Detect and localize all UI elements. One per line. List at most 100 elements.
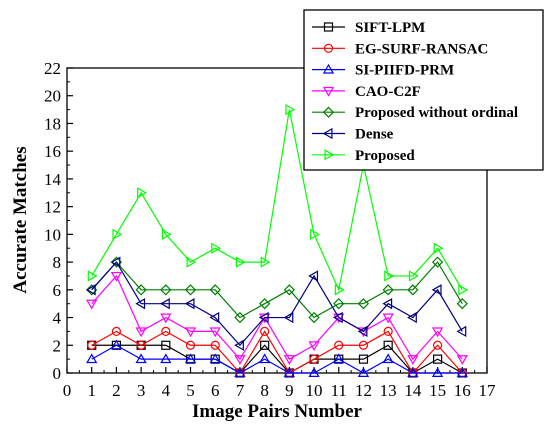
series-line [91, 344, 463, 374]
data-point [258, 311, 269, 324]
data-point [383, 340, 393, 350]
data-point [135, 284, 147, 296]
data-point [431, 327, 444, 338]
x-tick-label: 1 [87, 381, 96, 400]
data-point [160, 353, 172, 364]
data-point [209, 327, 221, 338]
series-line [91, 109, 463, 292]
y-tick-label: 10 [44, 225, 61, 244]
data-point [458, 284, 469, 296]
y-tick-label: 22 [44, 59, 61, 78]
series-3 [86, 271, 468, 365]
data-point [87, 340, 97, 350]
data-point [135, 298, 146, 310]
legend-marker [322, 106, 335, 118]
y-tick-label: 2 [53, 336, 62, 355]
data-point [383, 326, 393, 337]
data-point [283, 367, 295, 377]
x-tick-label: 17 [479, 381, 497, 400]
data-point [357, 367, 370, 377]
legend: SIFT-LPM EG-SURF-RANSAC SI-PIIFD-PRM CAO-C2… [303, 9, 544, 171]
series-5 [85, 256, 467, 351]
data-point [135, 327, 147, 338]
x-tick-label: 2 [112, 381, 121, 400]
legend-label: Dense [355, 127, 394, 143]
data-point [161, 340, 171, 350]
series-line [91, 261, 463, 347]
x-tick-label: 11 [331, 381, 347, 400]
y-tick-label: 4 [53, 309, 62, 328]
x-axis-title: Image Pairs Number [192, 401, 362, 422]
legend-label: Proposed without ordinal [355, 105, 518, 121]
data-point [432, 340, 443, 350]
data-point [161, 326, 171, 337]
data-point [358, 354, 369, 364]
data-point [184, 298, 195, 310]
data-point [285, 103, 296, 116]
data-point [160, 284, 172, 296]
x-tick-label: 6 [211, 381, 220, 400]
data-point [456, 355, 468, 365]
data-point [209, 311, 220, 324]
data-point [333, 313, 345, 324]
data-point [111, 326, 122, 337]
x-tick-label: 12 [355, 381, 372, 400]
data-point [234, 339, 244, 351]
data-point [408, 270, 419, 282]
x-tick-label: 13 [380, 381, 397, 400]
y-axis-ticks: 0 2 4 6 8 10 12 14 16 18 20 22 [44, 59, 73, 383]
data-point [283, 311, 294, 324]
legend-box [303, 9, 544, 171]
data-point [160, 298, 170, 310]
data-point [234, 355, 246, 365]
x-tick-label: 9 [285, 381, 294, 400]
data-point [431, 284, 442, 296]
series-line [91, 344, 463, 374]
x-tick-label: 4 [162, 381, 171, 400]
y-tick-label: 14 [44, 170, 62, 189]
series-line [91, 261, 463, 319]
x-tick-label: 0 [63, 381, 72, 400]
legend-marker [322, 127, 333, 140]
legend-label: CAO-C2F [355, 84, 421, 100]
series-line [91, 330, 463, 375]
data-point [110, 339, 123, 350]
legend-label: SI-PIIFD-PRM [355, 63, 454, 79]
data-point [407, 311, 417, 324]
data-point [357, 327, 370, 338]
legend-label: SIFT-LPM [355, 20, 425, 36]
data-point [259, 353, 271, 364]
y-tick-label: 16 [44, 142, 61, 161]
data-point [333, 298, 345, 310]
data-point [160, 313, 172, 324]
series-layer [85, 103, 469, 378]
data-point [431, 256, 444, 268]
legend-label: Proposed [355, 148, 415, 164]
y-tick-label: 20 [44, 87, 61, 106]
y-tick-label: 6 [53, 281, 62, 300]
data-point [407, 284, 419, 296]
data-point [186, 256, 197, 268]
series-line [91, 274, 463, 361]
legend-marker [322, 86, 335, 97]
data-point [283, 355, 295, 365]
data-point [210, 340, 220, 350]
data-point [258, 298, 271, 310]
data-point [382, 313, 394, 324]
data-point [211, 242, 222, 254]
data-point [209, 284, 221, 296]
data-point [382, 298, 393, 310]
legend-label: EG-SURF-RANSAC [355, 41, 488, 57]
data-point [234, 367, 246, 377]
data-point [283, 284, 296, 296]
data-point [357, 325, 368, 338]
data-point [85, 284, 96, 296]
data-point [382, 353, 394, 364]
data-point [260, 340, 270, 350]
data-point [184, 327, 197, 338]
legend-marker [323, 22, 334, 32]
data-point [308, 311, 320, 324]
series-6 [87, 103, 469, 296]
x-tick-label: 10 [306, 381, 323, 400]
